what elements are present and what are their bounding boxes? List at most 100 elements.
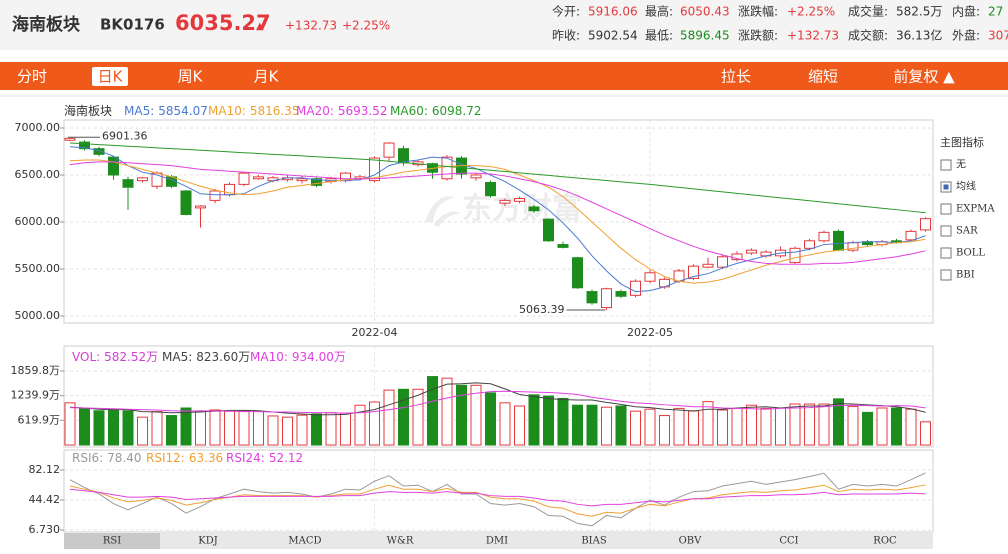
rsi-panel xyxy=(63,449,934,533)
candle-body xyxy=(137,177,148,182)
y-tick-label: 6500.00 xyxy=(15,168,61,181)
bottom-tab[interactable]: BIAS xyxy=(581,536,607,547)
watermark: 东方财富 xyxy=(425,192,582,227)
y-tick-label: 6.730 xyxy=(29,523,61,536)
tab[interactable]: 日K xyxy=(98,68,124,86)
candle-body xyxy=(717,256,728,268)
annotation: 5063.39 xyxy=(519,303,565,316)
chart-line: 82.12 44.42 6.730 RSI6: 78.40 RSI12: 63.36 RSI2… xyxy=(29,450,933,536)
stat-value: 582.5万 xyxy=(896,5,942,19)
volume-bar xyxy=(891,407,902,446)
bottom-tab[interactable]: OBV xyxy=(679,536,703,547)
tab-active-bg xyxy=(92,67,128,86)
stat-value: 36.13亿 xyxy=(896,28,942,43)
chart-candlestick: 7000.00 6500.00 6000.00 5500.00 5000.00 2022-… xyxy=(15,103,933,339)
volume-bar xyxy=(340,412,351,446)
indicator-label[interactable]: EXPMA xyxy=(956,204,995,215)
candle-body xyxy=(688,265,699,279)
stat-label: 最高: xyxy=(645,4,673,19)
candle-body xyxy=(108,156,119,176)
volume-bar xyxy=(369,401,380,446)
candle-body xyxy=(93,148,105,155)
bottom-tab[interactable]: RSI xyxy=(103,536,121,547)
volume-bar xyxy=(659,415,670,446)
price-arrow: ▲ xyxy=(256,21,264,32)
indicator-label[interactable]: BOLL xyxy=(956,248,985,259)
y-tick-label: 5500.00 xyxy=(15,262,61,275)
volume-bar xyxy=(673,407,685,446)
y-tick-label: 619.9万 xyxy=(18,413,61,426)
bottom-tab[interactable]: ROC xyxy=(873,536,897,547)
bottom-tab[interactable]: MACD xyxy=(288,536,321,547)
volume-bar xyxy=(543,395,554,446)
legend-value: 823.60万 xyxy=(196,350,250,364)
bottom-tab[interactable]: CCI xyxy=(779,536,798,547)
candle-body xyxy=(615,291,627,297)
legend-value: 78.40 xyxy=(107,451,141,465)
legend-value: 5854.07 xyxy=(158,104,208,118)
line-series xyxy=(69,472,926,527)
volume-bar xyxy=(905,408,917,446)
volume-bar xyxy=(731,407,743,446)
y-tick-label: 7000.00 xyxy=(15,121,61,134)
volume-bar xyxy=(441,377,453,446)
tab[interactable]: 缩短 xyxy=(808,68,838,86)
bottom-tab[interactable]: KDJ xyxy=(198,536,218,547)
legend: 海南板块 MA5: 5854.07MA10: 5816.35MA20: 5693.52 M… xyxy=(64,103,482,118)
candle-body xyxy=(920,218,931,231)
candle-body xyxy=(369,157,380,182)
legend: VOL: 582.52万 MA5: 823.60万MA10: 934.00万 xyxy=(72,350,346,364)
annotation: 6901.36 xyxy=(102,129,148,142)
line-series xyxy=(69,142,926,214)
candle-body xyxy=(383,142,395,158)
legend-value: 582.52万 xyxy=(104,350,158,364)
indicator-label[interactable]: BBI xyxy=(956,270,975,281)
checkbox-mark xyxy=(943,184,949,190)
line-series xyxy=(69,390,926,414)
tab[interactable]: 月K xyxy=(254,68,280,86)
stat-label: 昨收: xyxy=(552,29,580,43)
volume-bar xyxy=(920,421,931,446)
candle-body xyxy=(485,182,496,197)
stat-value: +132.73 xyxy=(787,29,839,43)
candle-body xyxy=(470,174,482,179)
chart-bar: 1859.8万 1239.9万 619.9万 VOL: 582.52万 MA5: 823.6… xyxy=(11,346,933,447)
volume-bar xyxy=(224,410,235,446)
indicator-label[interactable]: SAR xyxy=(956,226,978,237)
tab[interactable]: 前复权 ▲ xyxy=(893,68,955,86)
watermark-text: 东方财富 xyxy=(462,192,582,227)
checkbox[interactable] xyxy=(940,247,952,259)
candle-body xyxy=(572,257,583,289)
legend-title: 海南板块 xyxy=(64,103,112,118)
bottom-tab[interactable]: W&R xyxy=(387,536,414,547)
legend: RSI6: 78.40 RSI12: 63.36 RSI24: 52.12 xyxy=(72,451,303,465)
candle-body xyxy=(311,178,322,186)
tab[interactable]: 拉长 xyxy=(721,68,751,86)
checkbox[interactable] xyxy=(940,225,952,237)
volume-bar xyxy=(688,410,699,446)
y-tick-label: 6000.00 xyxy=(15,215,61,228)
candle-body xyxy=(122,179,134,188)
tab[interactable]: 周K xyxy=(178,68,204,86)
volume-bar xyxy=(383,389,395,446)
checkbox[interactable] xyxy=(940,203,952,215)
indicator-label[interactable]: 无 xyxy=(956,160,966,171)
volume-bar xyxy=(470,384,482,446)
line-series xyxy=(69,161,926,265)
stat-value: 27 xyxy=(988,5,1003,19)
y-tick-label: 1239.9万 xyxy=(11,389,61,402)
checkbox[interactable] xyxy=(940,269,952,281)
candle-body xyxy=(64,137,76,141)
x-tick-label: 2022-05 xyxy=(627,326,673,339)
tab-bar xyxy=(0,62,1008,90)
indicator-label[interactable]: 均线 xyxy=(956,180,976,193)
volume-bar xyxy=(151,411,163,446)
candle-body xyxy=(238,172,250,185)
tab[interactable]: 分时 xyxy=(17,68,47,86)
checkbox[interactable] xyxy=(940,159,952,171)
candle-body xyxy=(789,247,801,263)
volume-bar xyxy=(267,415,279,446)
volume-bar xyxy=(311,413,322,446)
bottom-tab[interactable]: DMI xyxy=(486,536,508,547)
